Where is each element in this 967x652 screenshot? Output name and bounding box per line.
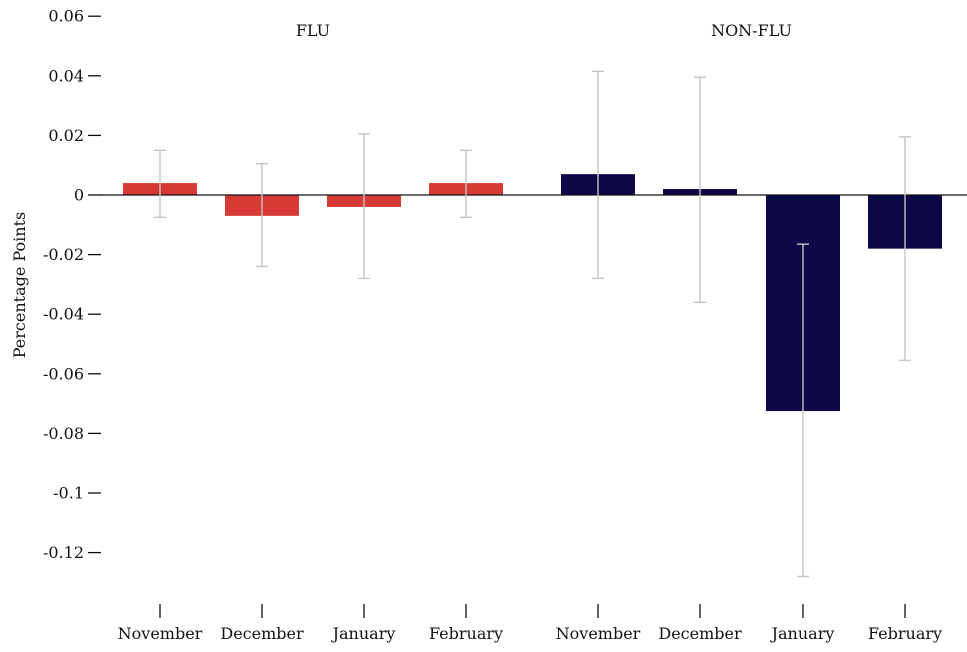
y-tick-label: 0.02 [48,126,84,145]
x-tick-label: February [868,624,942,643]
x-tick-label: December [220,624,304,643]
x-tick-label: January [770,624,835,643]
bars [100,174,967,412]
x-tick-label: December [658,624,742,643]
x-tick-label: November [118,624,203,643]
y-tick-label: -0.12 [43,543,84,562]
y-tick-label: 0.06 [48,7,84,26]
y-tick-label: -0.06 [43,364,84,383]
y-tick-label: 0 [74,186,84,205]
y-axis: 0.06 0.04 0.02 0 -0.02 -0.04 -0.06 -0.08 -0.1 -0.… [10,7,101,562]
x-tick-label: February [429,624,503,643]
y-tick-label: -0.02 [43,245,84,264]
x-tick-label: January [331,624,396,643]
y-axis-title: Percentage Points [10,212,29,358]
group-label-non-flu: NON-FLU [711,21,792,40]
y-tick-label: -0.1 [53,484,84,503]
y-tick-label: -0.08 [43,424,84,443]
y-tick-label: -0.04 [43,305,84,324]
y-tick-label: 0.04 [48,66,84,85]
error-bars [154,70,911,578]
x-tick-label: November [556,624,641,643]
group-label-flu: FLU [296,21,330,40]
category-labels: November December January February FLU Novemb… [118,21,942,643]
